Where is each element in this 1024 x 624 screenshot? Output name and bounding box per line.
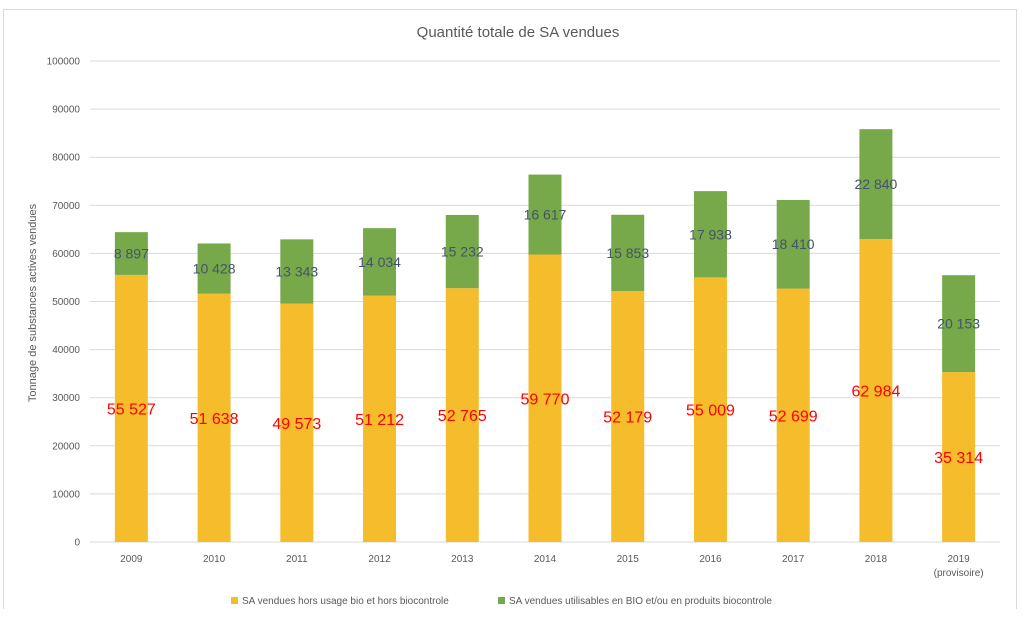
bar-segment-bio-biocontrole bbox=[942, 275, 976, 373]
data-label-bio-biocontrole: 15 232 bbox=[441, 244, 484, 260]
data-label-bio-biocontrole: 17 938 bbox=[689, 226, 732, 242]
legend-label-green: SA vendues utilisables en BIO et/ou en p… bbox=[509, 596, 772, 607]
bar-segment-hors-bio bbox=[445, 288, 479, 542]
data-label-hors-bio: 59 770 bbox=[521, 391, 570, 408]
bar-segment-bio-biocontrole bbox=[528, 174, 562, 255]
chart-title: Quantité totale de SA vendues bbox=[417, 24, 620, 41]
y-tick-label: 10000 bbox=[52, 489, 80, 500]
data-label-bio-biocontrole: 8 897 bbox=[114, 246, 149, 262]
legend-swatch-yellow bbox=[231, 597, 238, 604]
y-tick-label: 100000 bbox=[47, 57, 81, 68]
x-tick-sublabel: (provisoire) bbox=[934, 568, 984, 579]
bar-segment-hors-bio bbox=[693, 277, 727, 542]
data-label-hors-bio: 49 573 bbox=[272, 416, 321, 433]
data-label-bio-biocontrole: 22 840 bbox=[854, 176, 897, 192]
bar-segment-bio-biocontrole bbox=[693, 191, 727, 278]
data-label-hors-bio: 55 009 bbox=[686, 403, 735, 420]
data-label-bio-biocontrole: 16 617 bbox=[524, 207, 567, 223]
y-tick-label: 80000 bbox=[52, 153, 80, 164]
data-label-hors-bio: 35 314 bbox=[934, 450, 983, 467]
bar-segment-hors-bio bbox=[528, 254, 562, 543]
data-label-hors-bio: 52 179 bbox=[603, 410, 652, 427]
bar-segment-bio-biocontrole bbox=[859, 129, 893, 240]
bar-segment-bio-biocontrole bbox=[114, 232, 148, 275]
x-tick-label: 2018 bbox=[865, 554, 888, 565]
bar-segment-bio-biocontrole bbox=[280, 239, 314, 304]
bar-segment-hors-bio bbox=[942, 372, 976, 542]
bar-segment-hors-bio bbox=[114, 274, 148, 542]
y-tick-label: 30000 bbox=[52, 393, 80, 404]
data-label-hors-bio: 52 699 bbox=[769, 408, 818, 425]
bar-segment-bio-biocontrole bbox=[776, 199, 810, 289]
data-label-hors-bio: 51 212 bbox=[355, 412, 404, 429]
x-tick-label: 2011 bbox=[286, 554, 308, 565]
y-tick-label: 60000 bbox=[52, 249, 80, 260]
y-axis-ticks: 0 10000 20000 30000 40000 50000 60000 70000 8000… bbox=[47, 57, 81, 549]
bar-segment-bio-biocontrole bbox=[611, 214, 645, 292]
data-label-hors-bio: 55 527 bbox=[107, 401, 156, 418]
chart-frame bbox=[3, 9, 1017, 609]
y-tick-label: 50000 bbox=[52, 297, 80, 308]
bar-segment-hors-bio bbox=[280, 303, 314, 542]
bar-segment-hors-bio bbox=[363, 295, 397, 542]
data-label-bio-biocontrole: 10 428 bbox=[193, 261, 236, 277]
bar-segment-hors-bio bbox=[611, 291, 645, 542]
bar-segment-hors-bio bbox=[776, 288, 810, 542]
legend-swatch-green bbox=[498, 597, 505, 604]
bar-segment-hors-bio bbox=[859, 239, 893, 542]
x-tick-label: 2012 bbox=[368, 554, 391, 565]
y-tick-label: 90000 bbox=[52, 105, 80, 116]
data-label-hors-bio: 52 765 bbox=[438, 408, 487, 425]
bar-segment-bio-biocontrole bbox=[197, 243, 231, 294]
bars bbox=[114, 129, 976, 543]
x-tick-label: 2016 bbox=[699, 554, 722, 565]
x-tick-label: 2019 bbox=[948, 554, 971, 565]
y-tick-label: 70000 bbox=[52, 201, 80, 212]
y-tick-label: 20000 bbox=[52, 441, 80, 452]
legend-label-yellow: SA vendues hors usage bio et hors biocon… bbox=[242, 596, 449, 607]
y-tick-label: 40000 bbox=[52, 345, 80, 356]
x-tick-label: 2013 bbox=[451, 554, 474, 565]
data-label-bio-biocontrole: 18 410 bbox=[772, 236, 815, 252]
y-axis-label: Tonnage de substances actives vendues bbox=[27, 203, 39, 402]
x-axis-ticks: 2009 2010 2011 2012 2013 2014 2015 2016 2017 2018… bbox=[120, 554, 983, 579]
data-labels: 55 527 8 897 51 638 10 428 49 573 13 343 51 21… bbox=[107, 176, 983, 467]
data-label-hors-bio: 51 638 bbox=[190, 411, 239, 428]
x-tick-label: 2017 bbox=[782, 554, 805, 565]
bar-segment-bio-biocontrole bbox=[445, 214, 479, 289]
data-label-bio-biocontrole: 20 153 bbox=[937, 316, 980, 332]
data-label-hors-bio: 62 984 bbox=[851, 384, 900, 401]
x-tick-label: 2014 bbox=[534, 554, 557, 565]
x-tick-label: 2010 bbox=[203, 554, 226, 565]
data-label-bio-biocontrole: 13 343 bbox=[275, 263, 318, 279]
legend: SA vendues hors usage bio et hors biocon… bbox=[231, 596, 772, 607]
x-tick-label: 2015 bbox=[617, 554, 640, 565]
y-tick-label: 0 bbox=[74, 538, 80, 549]
data-label-bio-biocontrole: 15 853 bbox=[606, 245, 649, 261]
data-label-bio-biocontrole: 14 034 bbox=[358, 254, 401, 270]
bar-segment-bio-biocontrole bbox=[363, 228, 397, 296]
bar-segment-hors-bio bbox=[197, 293, 231, 542]
x-tick-label: 2009 bbox=[120, 554, 143, 565]
